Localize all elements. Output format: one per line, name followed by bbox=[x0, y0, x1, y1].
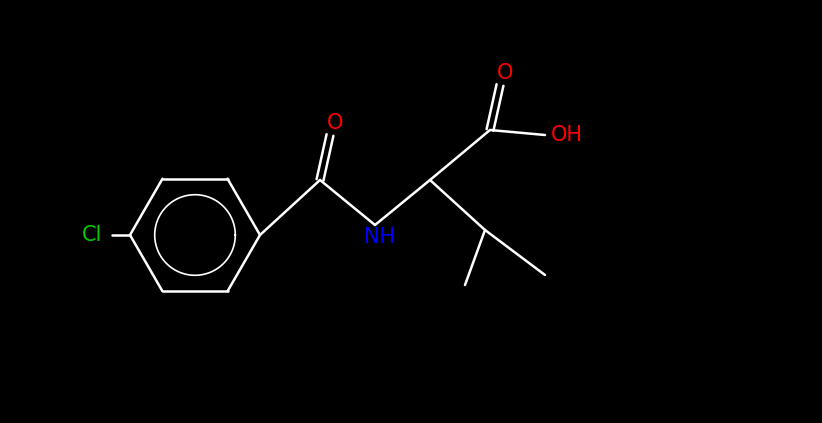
Text: NH: NH bbox=[364, 227, 395, 247]
Text: O: O bbox=[327, 113, 344, 133]
Text: Cl: Cl bbox=[81, 225, 102, 245]
Text: OH: OH bbox=[551, 125, 583, 145]
Text: O: O bbox=[496, 63, 513, 83]
